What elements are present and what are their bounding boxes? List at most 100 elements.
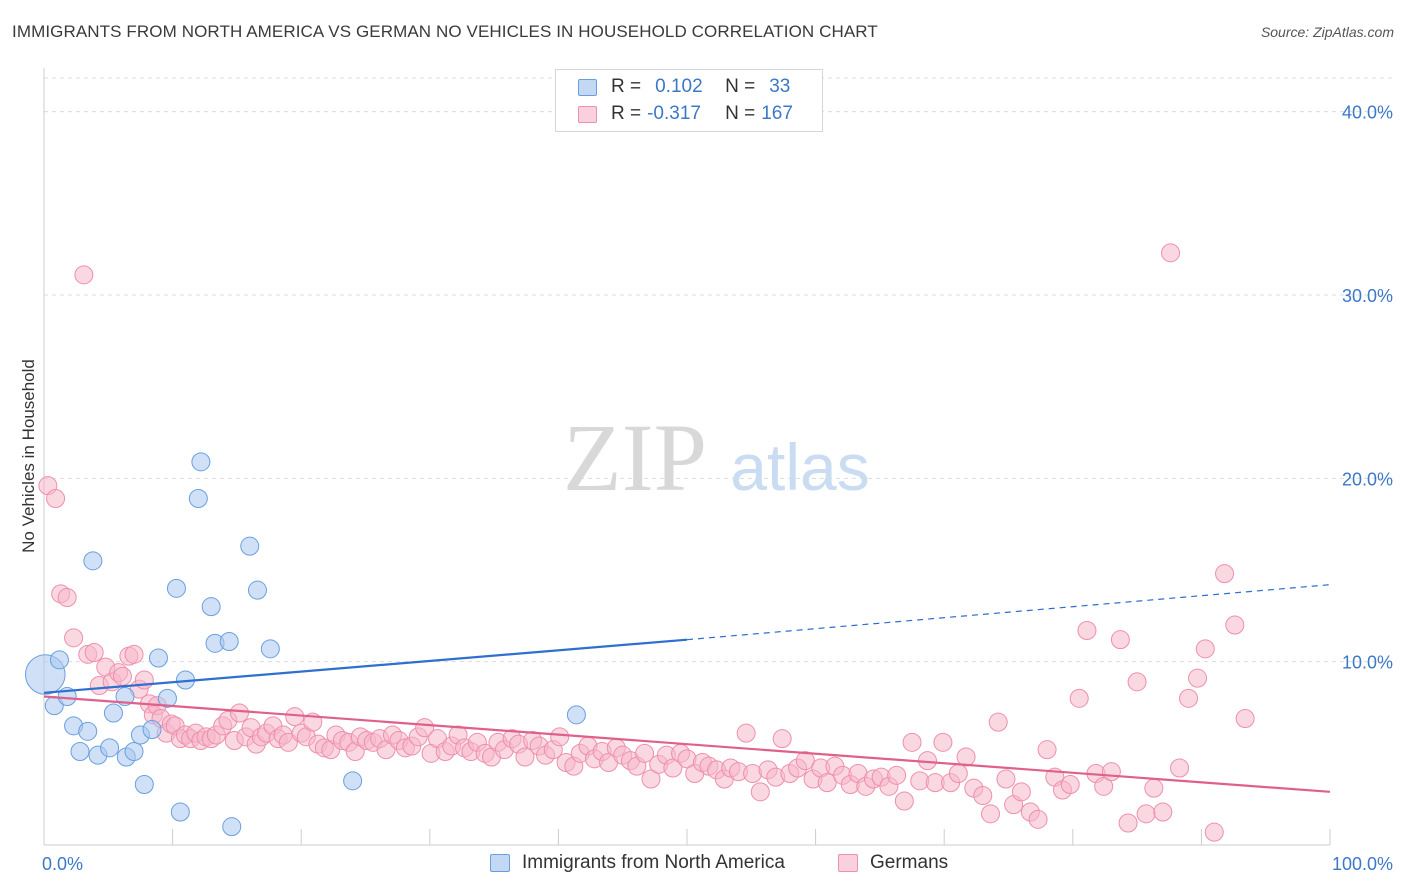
point-immigrants	[191, 452, 211, 472]
point-germans	[635, 743, 655, 763]
point-immigrants	[124, 742, 144, 761]
point-germans	[1225, 615, 1245, 635]
point-germans	[1094, 776, 1114, 796]
point-germans	[1101, 762, 1121, 782]
legend-n-value: 167	[761, 103, 793, 124]
point-germans	[736, 723, 756, 743]
point-immigrants	[166, 578, 186, 598]
point-germans	[124, 644, 144, 664]
point-germans	[1188, 668, 1208, 688]
point-germans	[1060, 775, 1080, 794]
point-germans	[550, 727, 570, 747]
point-germans	[1069, 688, 1089, 708]
point-immigrants	[260, 639, 280, 659]
point-germans	[278, 732, 298, 752]
point-germans	[415, 718, 435, 738]
point-germans	[515, 747, 535, 767]
series-immigrants-points	[24, 452, 586, 837]
point-immigrants	[115, 687, 135, 706]
y-tick-label: 30.0%	[1342, 286, 1393, 306]
legend-swatch-immigrants	[490, 854, 510, 872]
point-germans	[988, 712, 1008, 732]
trend-line-germans	[43, 695, 1331, 793]
point-germans	[1118, 813, 1138, 833]
point-germans	[46, 489, 66, 508]
axes	[43, 68, 1331, 846]
point-immigrants	[100, 738, 120, 758]
point-germans	[1011, 782, 1031, 802]
point-germans	[1077, 621, 1097, 640]
legend-n-label: N =	[725, 103, 756, 124]
x-tick-label: 0.0%	[42, 854, 83, 874]
point-germans	[887, 765, 907, 785]
tick-labels: 10.0% 20.0% 30.0% 40.0% 0.0% 100.0%	[42, 103, 1393, 874]
legend-swatch-germans	[578, 105, 597, 123]
legend-n-label: N =	[725, 76, 756, 97]
point-germans	[817, 773, 837, 793]
point-germans	[1215, 564, 1235, 584]
point-germans	[772, 729, 792, 749]
watermark-atlas: atlas	[730, 430, 869, 504]
point-germans	[84, 643, 104, 662]
point-immigrants	[201, 597, 221, 617]
point-germans	[229, 703, 249, 723]
point-immigrants	[222, 817, 242, 837]
y-tick-label: 40.0%	[1342, 103, 1393, 123]
point-germans	[1161, 243, 1181, 263]
point-germans	[285, 707, 305, 727]
point-germans	[1127, 672, 1147, 692]
legend-item-immigrants[interactable]: Immigrants from North America	[490, 852, 785, 874]
series-germans-points	[38, 243, 1255, 842]
point-germans	[948, 764, 968, 783]
point-germans	[1195, 639, 1215, 659]
legend-n-value: 33	[769, 76, 791, 97]
trend-lines	[43, 584, 1331, 793]
point-germans	[973, 786, 993, 805]
point-germans	[64, 628, 84, 648]
legend-item-germans[interactable]: Germans	[838, 852, 948, 874]
legend-row-immigrants: R = 0.102 N = 33	[578, 75, 790, 99]
legend-label-immigrants: Immigrants from North America	[522, 852, 785, 873]
legend-swatch-germans	[838, 854, 858, 872]
legend-swatch-immigrants	[578, 78, 597, 96]
x-tick-label: 100.0%	[1332, 854, 1393, 874]
point-germans	[641, 769, 661, 789]
point-germans	[1170, 758, 1190, 778]
point-germans	[1136, 804, 1156, 824]
point-immigrants	[343, 771, 363, 791]
legend-r-label: R =	[611, 103, 642, 124]
point-immigrants	[148, 648, 168, 668]
y-tick-label: 10.0%	[1342, 653, 1393, 673]
legend-label-germans: Germans	[870, 852, 949, 873]
legend-r-label: R =	[611, 76, 642, 97]
point-germans	[1235, 709, 1255, 728]
point-germans	[996, 769, 1016, 789]
point-immigrants	[188, 489, 208, 508]
series-legend: Immigrants from North America Germans	[0, 852, 1406, 878]
point-germans	[1028, 809, 1048, 829]
correlation-legend: R = 0.102 N = 33 R = -0.317 N = 167	[555, 69, 823, 132]
point-immigrants	[103, 703, 123, 723]
point-germans	[956, 747, 976, 767]
point-immigrants	[157, 688, 177, 708]
point-germans	[1037, 740, 1057, 760]
point-immigrants	[566, 705, 586, 725]
point-immigrants	[170, 802, 190, 822]
point-germans	[134, 670, 154, 690]
point-germans	[663, 758, 683, 778]
point-germans	[743, 764, 763, 783]
point-immigrants	[70, 742, 90, 761]
point-germans	[795, 751, 815, 771]
point-immigrants	[142, 720, 162, 739]
gridlines	[44, 77, 1395, 663]
point-immigrants	[49, 650, 69, 670]
point-germans	[902, 732, 922, 752]
y-axis-label: No Vehicles in Household	[19, 359, 38, 553]
source-label: Source: ZipAtlas.com	[1260, 24, 1394, 40]
trend-line-immigrants-projected	[686, 584, 1331, 641]
point-germans	[1144, 778, 1164, 798]
point-germans	[750, 782, 770, 802]
point-germans	[1204, 822, 1224, 842]
point-germans	[57, 588, 77, 607]
